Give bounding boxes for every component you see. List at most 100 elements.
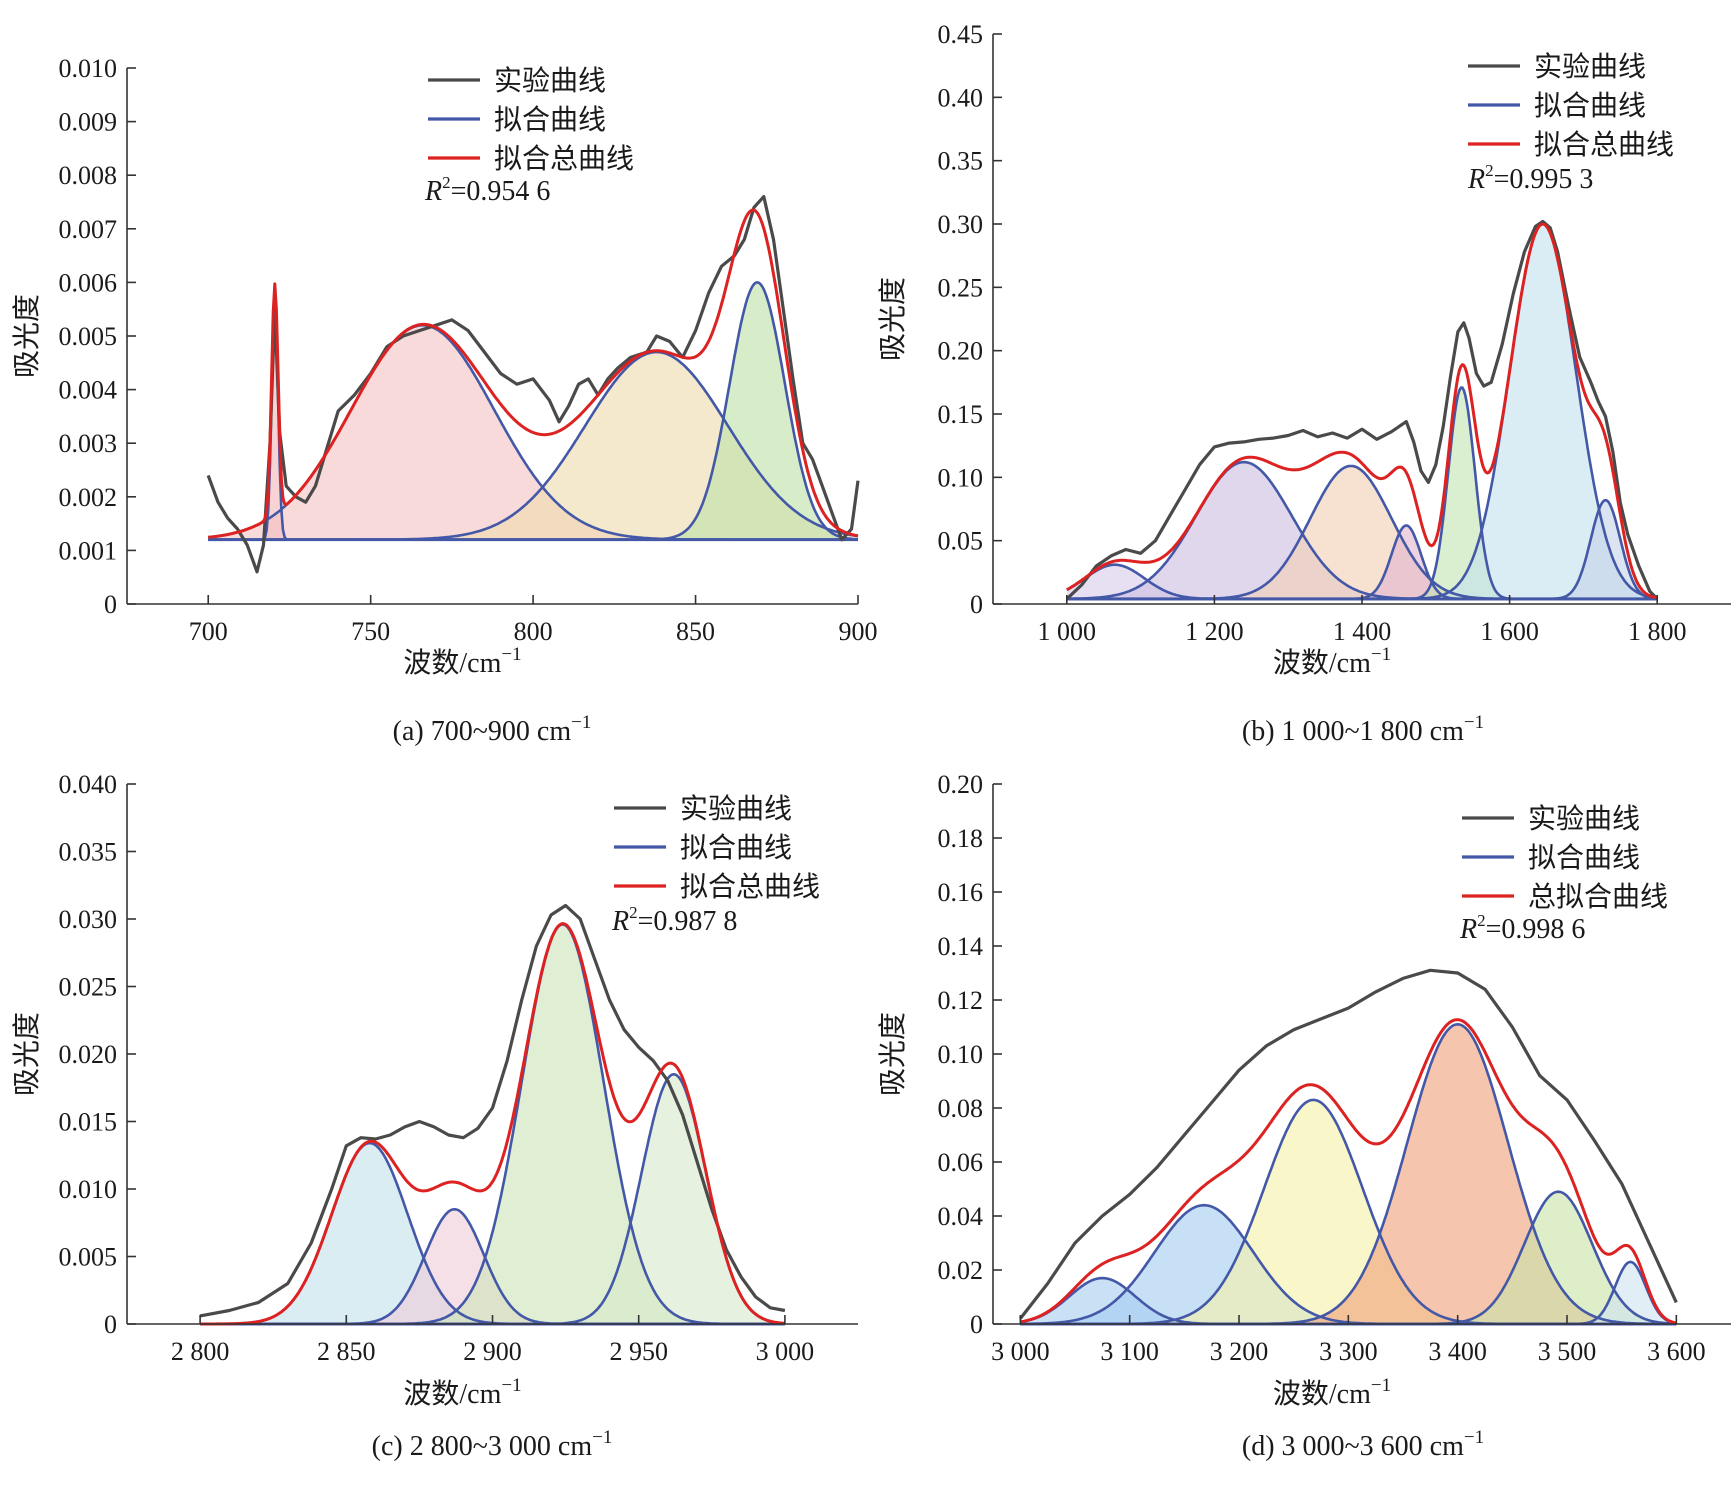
- x-axis-label: 波数/cm−1: [1273, 644, 1391, 679]
- peak-fill-7: [1066, 500, 1658, 599]
- y-tick-label: 0.015: [59, 1108, 118, 1137]
- x-tick-label: 800: [514, 617, 553, 646]
- y-tick-label: 0.08: [938, 1094, 984, 1123]
- legend-label-total: 拟合总曲线: [494, 143, 634, 175]
- panel-caption-sup: −1: [1464, 1427, 1484, 1448]
- y-tick-label: 0.005: [59, 322, 118, 351]
- x-tick-label: 3 400: [1428, 1337, 1487, 1366]
- x-axis-label: 波数/cm−1: [403, 644, 521, 679]
- x-axis-label: 波数/cm−1: [1273, 1375, 1391, 1410]
- y-tick-label: 0.025: [59, 973, 118, 1002]
- y-tick-label: 0.02: [938, 1256, 984, 1285]
- x-tick-label: 3 000: [756, 1337, 815, 1366]
- peak-fill-3: [208, 352, 858, 540]
- y-axis-label: 吸光度: [11, 1012, 43, 1096]
- peak-fill-4: [1020, 1024, 1677, 1324]
- panel-caption-text: (b) 1 000~1 800 cm: [1242, 716, 1464, 747]
- panel-caption: (a) 700~900 cm−1: [393, 712, 592, 747]
- y-tick-label: 0.20: [938, 337, 984, 366]
- y-tick-label: 0.10: [938, 463, 984, 492]
- legend-label-total: 拟合总曲线: [1534, 129, 1674, 161]
- y-tick-label: 0: [970, 590, 983, 619]
- x-tick-label: 750: [351, 617, 390, 646]
- x-tick-label: 3 600: [1647, 1337, 1706, 1366]
- r2-superscript: 2: [1477, 911, 1486, 930]
- y-tick-label: 0.010: [59, 1175, 118, 1204]
- legend-label-fit: 拟合曲线: [494, 104, 606, 136]
- peak-fill-3: [200, 924, 785, 1324]
- chart-panel-c: 0 0.005 0.010 0.015 0.020 0.025 0.030 0.035 0.04…: [11, 770, 858, 1462]
- legend-label-experimental: 实验曲线: [1534, 51, 1646, 83]
- r2-superscript: 2: [442, 173, 451, 192]
- y-tick-label: 0.008: [59, 161, 118, 190]
- y-tick-label: 0.010: [59, 54, 118, 83]
- peak-fill-2: [1020, 1205, 1677, 1324]
- y-tick-label: 0.030: [59, 905, 118, 934]
- chart-panel-a: 0 0.001 0.002 0.003 0.004 0.005 0.006 0.007 0.00…: [11, 54, 878, 747]
- x-tick-label: 3 100: [1100, 1337, 1159, 1366]
- x-tick-label: 1 600: [1480, 617, 1539, 646]
- panel-caption: (d) 3 000~3 600 cm−1: [1242, 1427, 1484, 1462]
- experimental-curve: [206, 195, 860, 574]
- panel-caption: (c) 2 800~3 000 cm−1: [372, 1427, 613, 1462]
- r2-symbol: R: [611, 906, 629, 937]
- panel-caption-text: (c) 2 800~3 000 cm: [372, 1431, 593, 1462]
- y-tick-label: 0.06: [938, 1148, 984, 1177]
- r2-annotation: R2=0.998 6: [1459, 911, 1585, 945]
- y-tick-label: 0.009: [59, 108, 118, 137]
- x-axis-label-text: 波数/cm: [403, 647, 501, 679]
- peak-fill-6: [1066, 224, 1658, 599]
- y-tick-label: 0.15: [938, 400, 984, 429]
- y-tick-label: 0.020: [59, 1040, 118, 1069]
- panel-caption-sup: −1: [1464, 712, 1484, 733]
- r2-symbol: R: [424, 176, 442, 207]
- x-tick-label: 1 400: [1333, 617, 1392, 646]
- y-axis-label: 吸光度: [877, 277, 909, 361]
- legend-label-experimental: 实验曲线: [680, 793, 792, 825]
- experimental-curve: [1065, 219, 1659, 601]
- x-tick-label: 3 000: [991, 1337, 1050, 1366]
- y-tick-label: 0.001: [59, 536, 118, 565]
- legend-label-total: 拟合总曲线: [680, 871, 820, 903]
- y-tick-label: 0.16: [938, 878, 984, 907]
- r2-value: =0.987 8: [638, 906, 738, 937]
- total-fit-curve: [208, 208, 859, 539]
- legend-label-fit: 拟合曲线: [1534, 90, 1646, 122]
- panel-caption-sup: −1: [571, 712, 591, 733]
- r2-superscript: 2: [1485, 161, 1494, 180]
- peak-fill-4: [200, 1074, 785, 1324]
- y-tick-label: 0.05: [938, 527, 984, 556]
- x-axis-label-text: 波数/cm: [1273, 1378, 1371, 1410]
- y-tick-label: 0.35: [938, 147, 984, 176]
- experimental-curve: [1019, 968, 1678, 1320]
- x-axis-label-sup: −1: [501, 1375, 521, 1396]
- y-tick-label: 0.04: [938, 1202, 984, 1231]
- x-tick-label: 900: [839, 617, 878, 646]
- peak-fill-4: [208, 282, 858, 540]
- y-tick-label: 0: [970, 1310, 983, 1339]
- panel-caption-text: (d) 3 000~3 600 cm: [1242, 1431, 1464, 1462]
- y-tick-label: 0.002: [59, 483, 118, 512]
- peak-fill-2: [208, 325, 858, 540]
- y-axis-label: 吸光度: [877, 1012, 909, 1096]
- r2-value: =0.998 6: [1486, 914, 1586, 945]
- peak-fill-3: [1066, 466, 1658, 599]
- r2-annotation: R2=0.995 3: [1467, 161, 1593, 195]
- x-tick-label: 1 800: [1628, 617, 1687, 646]
- y-tick-label: 0: [104, 590, 117, 619]
- y-tick-label: 0.14: [938, 932, 984, 961]
- y-tick-label: 0.10: [938, 1040, 984, 1069]
- y-axis-label: 吸光度: [11, 294, 43, 378]
- y-tick-label: 0.20: [938, 770, 984, 799]
- y-tick-label: 0.007: [59, 215, 118, 244]
- chart-panel-d: 0 0.02 0.04 0.06 0.08 0.10 0.12 0.14 0.16 0.18 0.2…: [877, 770, 1731, 1462]
- x-axis-label-text: 波数/cm: [403, 1378, 501, 1410]
- x-axis-label-text: 波数/cm: [1273, 647, 1371, 679]
- x-tick-label: 1 000: [1038, 617, 1097, 646]
- y-tick-label: 0.45: [938, 20, 984, 49]
- y-tick-label: 0.040: [59, 770, 118, 799]
